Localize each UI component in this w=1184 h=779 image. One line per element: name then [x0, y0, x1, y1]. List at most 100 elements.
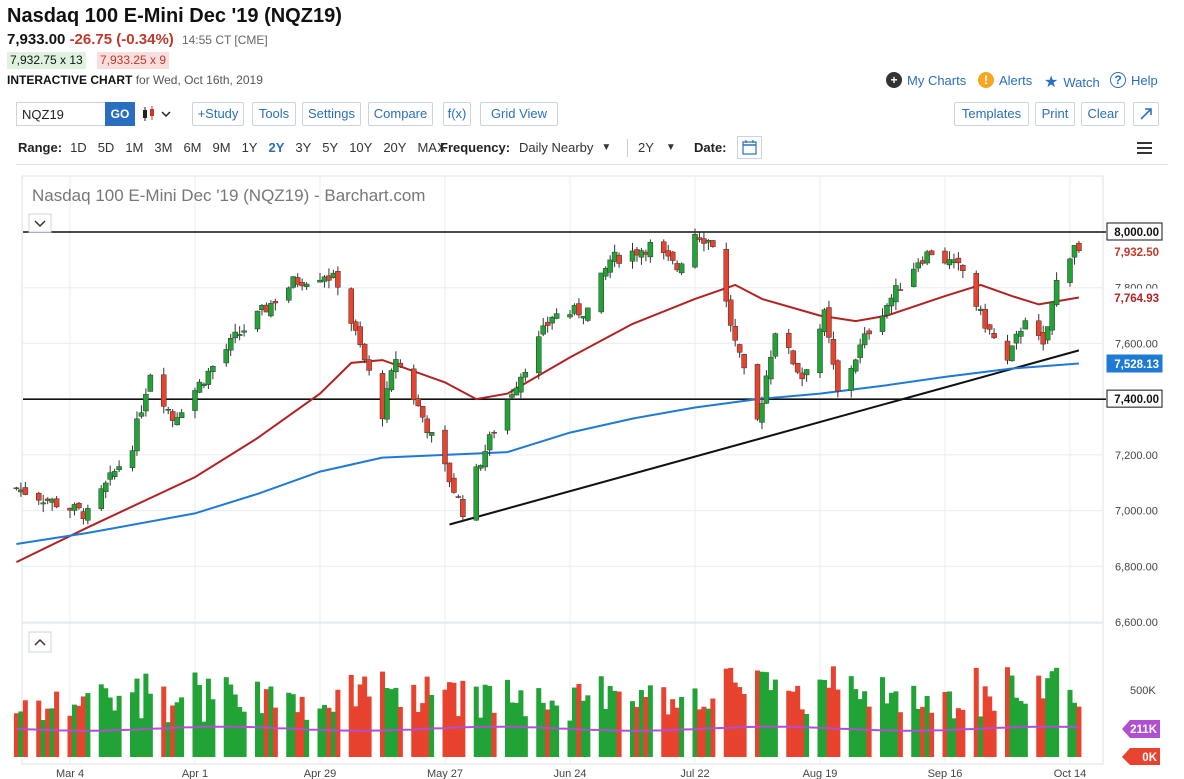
range-option-20y[interactable]: 20Y	[383, 140, 407, 155]
candle	[942, 247, 948, 265]
chart-title: Nasdaq 100 E-Mini Dec '19 (NQZ19) - Barc…	[32, 186, 425, 205]
volume-bar	[1009, 675, 1015, 757]
volume-bar	[848, 676, 854, 757]
candle	[973, 270, 979, 311]
volume-bar	[442, 689, 448, 757]
range-option-3m[interactable]: 3M	[154, 140, 173, 155]
candle	[174, 412, 180, 426]
volume-tick-label: 500K	[1130, 685, 1156, 697]
candle	[357, 321, 363, 348]
volume-bar	[201, 721, 207, 757]
volume-bar	[237, 707, 243, 757]
candle	[455, 494, 462, 499]
volume-bar	[232, 694, 238, 757]
range-row: Range: 1D 5D 1M 3M 6M 9M 1Y 2Y 3Y 5Y 10Y 20Y MAX	[18, 140, 457, 155]
volume-bar	[85, 693, 91, 757]
collapse-toggle[interactable]	[28, 213, 52, 233]
volume-bar	[103, 688, 109, 757]
candle	[567, 310, 573, 320]
candle	[879, 308, 886, 335]
range-option-6m[interactable]: 6M	[183, 140, 202, 155]
range-option-5d[interactable]: 5D	[97, 140, 115, 155]
candle	[817, 324, 823, 379]
candle	[799, 367, 805, 387]
candle	[669, 251, 676, 265]
chart-type-selector[interactable]	[141, 104, 175, 124]
x-tick-label: Oct 14	[1054, 768, 1086, 779]
volume-average-line	[16, 725, 1079, 732]
help-link[interactable]: ? Help	[1110, 72, 1158, 88]
range-option-1d[interactable]: 1D	[70, 140, 87, 155]
volume-bar	[973, 667, 979, 757]
candle	[794, 362, 801, 375]
timestamp: 14:55 CT [CME]	[181, 33, 268, 47]
range-option-1y[interactable]: 1Y	[241, 140, 258, 155]
candle	[85, 504, 91, 525]
symbol-input[interactable]	[16, 102, 106, 126]
candle	[254, 310, 261, 333]
candle	[536, 330, 542, 380]
candle	[857, 338, 863, 364]
volume-collapse-toggle[interactable]	[28, 631, 52, 653]
frequency-select[interactable]: Daily Nearby ▼	[519, 140, 611, 155]
last-price-label: 7,932.50	[1106, 242, 1163, 261]
candle	[116, 460, 122, 473]
volume-bar	[1071, 702, 1077, 757]
volume-zero-label: 0K	[1122, 748, 1160, 765]
candle	[294, 273, 301, 288]
candle	[335, 266, 341, 296]
menu-button[interactable]	[1137, 141, 1153, 160]
range-option-5y[interactable]: 5Y	[322, 140, 339, 155]
volume-bar	[643, 696, 649, 757]
candle	[473, 463, 479, 521]
volume-bar	[518, 690, 524, 757]
range-options: 1D 5D 1M 3M 6M 9M 1Y 2Y 3Y 5Y 10Y 20Y MAX	[70, 140, 457, 155]
candle	[661, 239, 667, 260]
volume-bar	[228, 684, 234, 757]
volume-bar	[804, 713, 810, 757]
settings-button[interactable]: Settings	[302, 102, 361, 126]
candle	[848, 365, 854, 398]
volume-bar	[393, 687, 399, 757]
grid-view-button[interactable]: Grid View	[480, 102, 558, 126]
candle	[205, 367, 212, 390]
period-select[interactable]: 2Y ▼	[638, 140, 676, 155]
my-charts-link[interactable]: + My Charts	[886, 72, 966, 88]
chart-label: INTERACTIVE CHART for Wed, Oct 16th, 201…	[7, 73, 263, 87]
volume-bar	[388, 689, 394, 757]
chevron-down-icon: ▼	[601, 142, 612, 153]
compare-button[interactable]: Compare	[368, 102, 433, 126]
volume-bar	[1067, 689, 1073, 757]
candle	[366, 355, 372, 376]
tools-button[interactable]: Tools	[252, 102, 296, 126]
go-button[interactable]: GO	[105, 102, 135, 126]
watch-link[interactable]: ★ Watch	[1044, 72, 1100, 92]
volume-bar	[607, 686, 613, 757]
volume-bar	[920, 706, 926, 757]
range-option-9m[interactable]: 9M	[212, 140, 231, 155]
print-button[interactable]: Print	[1035, 102, 1075, 126]
volume-bar	[143, 673, 149, 757]
expand-button[interactable]	[1133, 102, 1159, 126]
candle	[518, 373, 524, 399]
fx-button[interactable]: f(x)	[443, 102, 471, 126]
candle	[553, 308, 560, 320]
range-option-3y[interactable]: 3Y	[295, 140, 312, 155]
range-option-10y[interactable]: 10Y	[349, 140, 373, 155]
candle	[763, 370, 770, 405]
candle	[1067, 257, 1073, 287]
range-option-max[interactable]: MAX	[417, 140, 446, 155]
range-option-1m[interactable]: 1M	[125, 140, 144, 155]
templates-button[interactable]: Templates	[954, 102, 1029, 126]
candle	[1009, 345, 1015, 362]
candle	[607, 255, 613, 279]
candle	[955, 252, 962, 271]
clear-button[interactable]: Clear	[1081, 102, 1125, 126]
volume-bar	[295, 712, 301, 757]
alerts-link[interactable]: ! Alerts	[978, 72, 1032, 88]
date-picker-button[interactable]	[737, 136, 762, 159]
study-button[interactable]: +Study	[192, 102, 244, 126]
range-option-2y[interactable]: 2Y	[268, 140, 285, 155]
volume-bar	[223, 677, 229, 757]
